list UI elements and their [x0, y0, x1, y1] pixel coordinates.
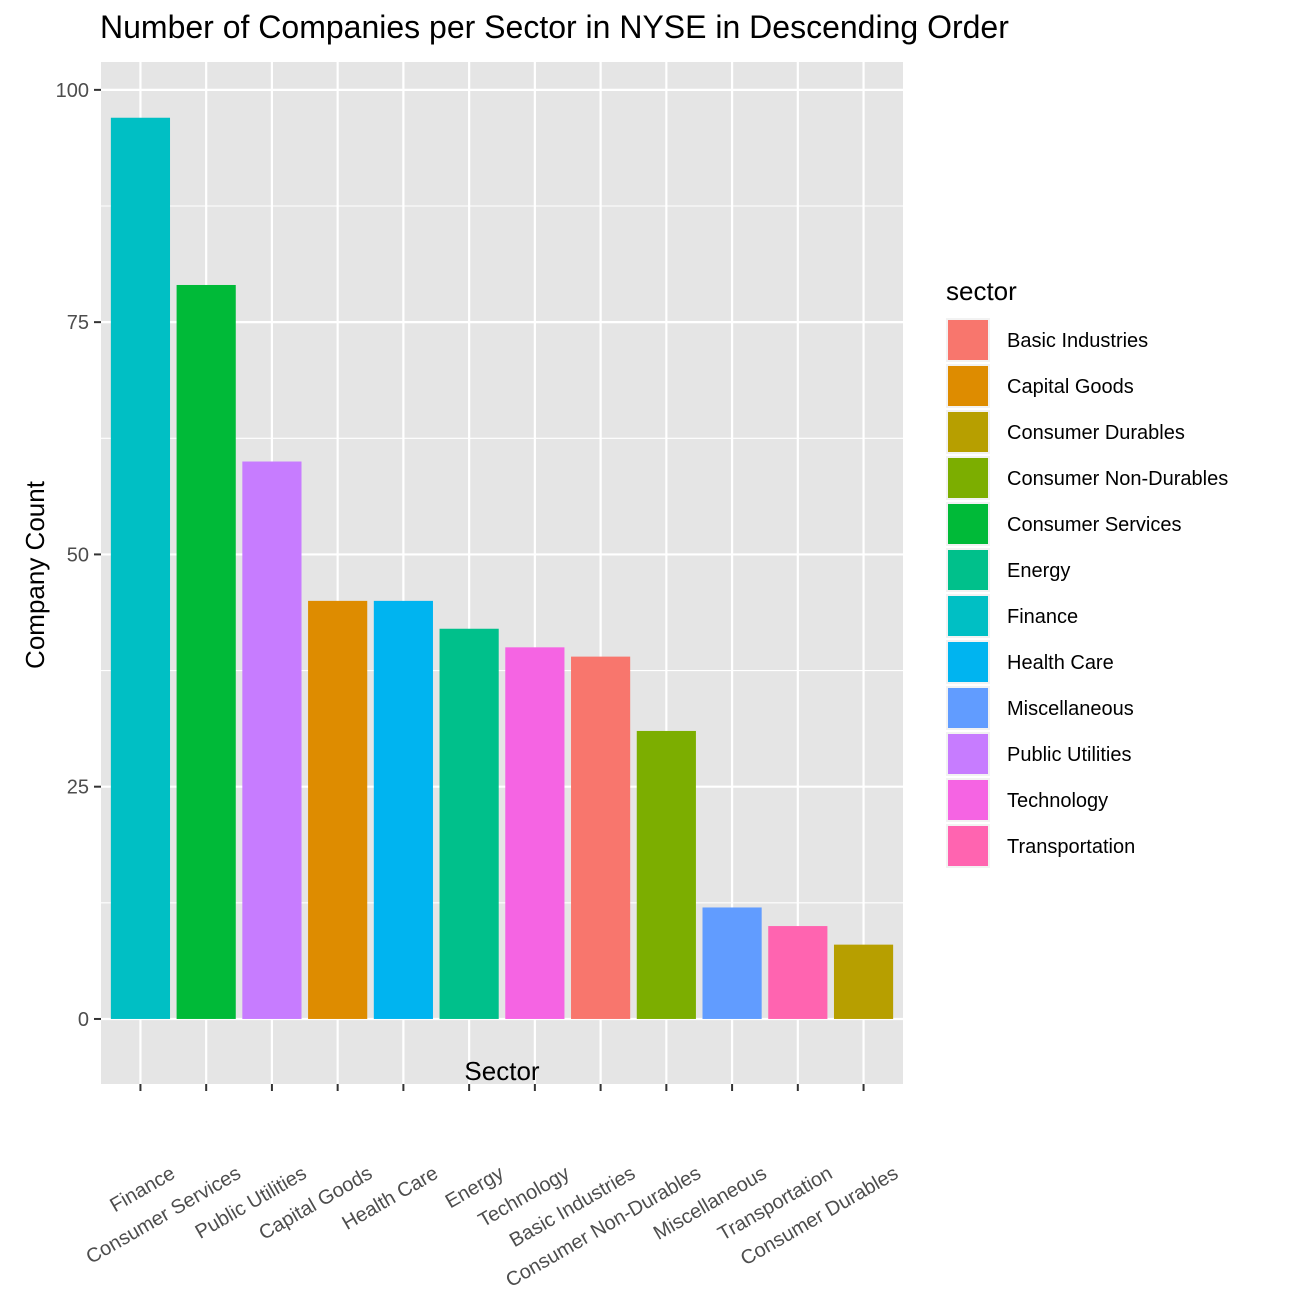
- legend-label: Technology: [1007, 790, 1108, 812]
- legend-label: Health Care: [1007, 652, 1114, 674]
- legend-label: Finance: [1007, 606, 1078, 628]
- legend-label: Basic Industries: [1007, 330, 1148, 352]
- legend-label: Public Utilities: [1007, 744, 1131, 766]
- bar-consumer-services: [176, 284, 236, 1019]
- bar-technology: [505, 647, 565, 1019]
- chart-title: Number of Companies per Sector in NYSE i…: [100, 9, 1009, 45]
- legend-swatch-consumer-durables: [948, 412, 988, 452]
- bar-public-utilities: [242, 461, 302, 1019]
- x-tick-label: Public Utilities: [192, 1162, 311, 1243]
- y-tick-label: 0: [78, 1009, 89, 1031]
- legend-label: Miscellaneous: [1007, 698, 1134, 720]
- legend-swatch-consumer-services: [948, 504, 988, 544]
- legend-swatch-capital-goods: [948, 366, 988, 406]
- y-tick-label: 25: [67, 777, 89, 799]
- y-tick-label: 100: [56, 80, 89, 102]
- y-axis-title: Company Count: [20, 480, 50, 669]
- bar-finance: [110, 117, 171, 1019]
- legend: sector Basic Industries Capital Goods Consu…: [946, 276, 1228, 868]
- legend-swatch-energy: [948, 550, 988, 590]
- legend-swatch-miscellaneous: [948, 688, 988, 728]
- legend-title: sector: [946, 276, 1017, 306]
- x-axis-title: Sector: [464, 1056, 539, 1086]
- bar-transportation: [768, 926, 828, 1019]
- legend-swatch-consumer-non-durables: [948, 458, 988, 498]
- y-axis: 0 25 50 75 100: [56, 80, 101, 1031]
- legend-label: Transportation: [1007, 836, 1135, 858]
- legend-swatch-health-care: [948, 642, 988, 682]
- bar-consumer-durables: [833, 944, 894, 1019]
- bar-energy: [439, 628, 499, 1019]
- legend-label: Consumer Services: [1007, 514, 1182, 536]
- y-tick-label: 75: [67, 312, 89, 334]
- legend-swatch-public-utilities: [948, 734, 988, 774]
- legend-swatch-finance: [948, 596, 988, 636]
- legend-label: Energy: [1007, 560, 1070, 582]
- y-tick-label: 50: [67, 544, 89, 566]
- legend-label: Capital Goods: [1007, 376, 1134, 398]
- bar-health-care: [373, 600, 433, 1019]
- bar-basic-industries: [571, 656, 631, 1019]
- legend-label: Consumer Non-Durables: [1007, 468, 1228, 490]
- bar-capital-goods: [308, 600, 368, 1019]
- legend-swatch-basic-industries: [948, 320, 988, 360]
- bar-consumer-non-durables: [636, 730, 696, 1019]
- legend-swatch-technology: [948, 780, 988, 820]
- legend-label: Consumer Durables: [1007, 422, 1185, 444]
- legend-swatch-transportation: [948, 826, 988, 866]
- bar-miscellaneous: [702, 907, 762, 1019]
- bars: [110, 117, 894, 1019]
